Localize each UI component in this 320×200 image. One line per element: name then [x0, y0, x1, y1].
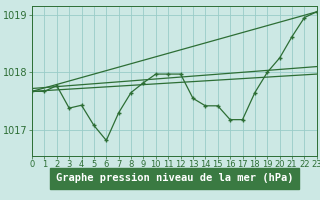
X-axis label: Graphe pression niveau de la mer (hPa): Graphe pression niveau de la mer (hPa) — [56, 173, 293, 183]
